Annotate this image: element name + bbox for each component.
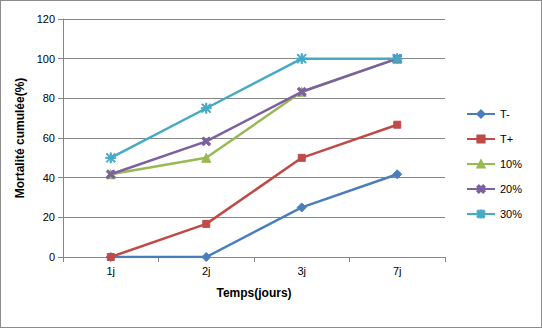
svg-text:80: 80 <box>43 92 55 104</box>
svg-text:Temps(jours): Temps(jours) <box>216 286 291 300</box>
svg-text:10%: 10% <box>500 158 522 170</box>
svg-text:60: 60 <box>43 132 55 144</box>
svg-text:0: 0 <box>49 251 55 263</box>
svg-text:20: 20 <box>43 211 55 223</box>
svg-text:2j: 2j <box>202 265 211 277</box>
svg-text:20%: 20% <box>500 183 522 195</box>
svg-text:100: 100 <box>37 53 55 65</box>
svg-text:120: 120 <box>37 13 55 25</box>
svg-text:Mortalité cumulée(%): Mortalité cumulée(%) <box>13 78 27 199</box>
svg-text:30%: 30% <box>500 208 522 220</box>
svg-text:40: 40 <box>43 172 55 184</box>
svg-text:7j: 7j <box>393 265 402 277</box>
svg-text:T+: T+ <box>500 133 513 145</box>
svg-text:3j: 3j <box>297 265 306 277</box>
svg-text:T-: T- <box>500 108 510 120</box>
svg-text:1j: 1j <box>106 265 115 277</box>
